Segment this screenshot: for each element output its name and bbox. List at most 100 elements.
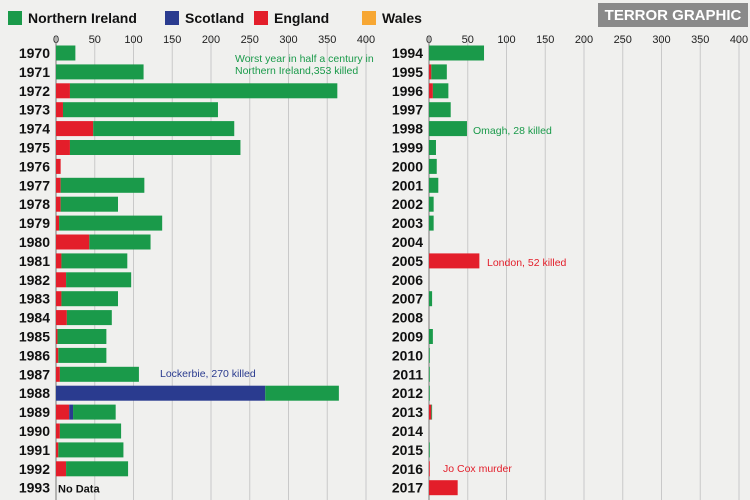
year-label: 1993 xyxy=(19,480,50,496)
x-tick-label: 100 xyxy=(497,34,515,46)
bar-1972-northern-ireland xyxy=(69,83,338,99)
year-label: 2009 xyxy=(392,329,423,345)
year-label: 1997 xyxy=(392,102,423,118)
x-tick-label: 250 xyxy=(241,34,259,46)
bar-1981-northern-ireland xyxy=(61,253,128,269)
year-label: 1974 xyxy=(19,121,50,137)
bar-1977-northern-ireland xyxy=(60,177,145,193)
legend-swatch-northern-ireland xyxy=(8,11,22,25)
year-label: 1986 xyxy=(19,347,50,363)
year-label: 1973 xyxy=(19,102,50,118)
year-label: 1992 xyxy=(19,461,50,477)
x-tick-label: 300 xyxy=(652,34,670,46)
bar-2011-northern-ireland xyxy=(429,366,430,382)
bar-1995-northern-ireland xyxy=(431,64,447,80)
bar-1990-england xyxy=(56,423,60,439)
year-label: 1975 xyxy=(19,140,50,156)
year-label: 1971 xyxy=(19,64,50,80)
legend-swatch-wales xyxy=(362,11,376,25)
year-label: 2006 xyxy=(392,272,423,288)
year-label: 2010 xyxy=(392,347,423,363)
bar-1983-england xyxy=(56,291,62,307)
bar-1988-scotland xyxy=(56,385,266,401)
year-label: 2017 xyxy=(392,480,423,496)
bar-1990-northern-ireland xyxy=(59,423,122,439)
bar-2012-northern-ireland xyxy=(429,385,430,401)
year-label: 2007 xyxy=(392,291,423,307)
legend-label-northern-ireland: Northern Ireland xyxy=(28,10,137,26)
bar-1980-northern-ireland xyxy=(89,234,151,250)
year-label: 1979 xyxy=(19,215,50,231)
bar-1981-england xyxy=(56,253,62,269)
x-tick-label: 350 xyxy=(691,34,709,46)
year-label: 1989 xyxy=(19,404,50,420)
bar-1986-england xyxy=(56,347,59,363)
x-tick-label: 400 xyxy=(730,34,748,46)
bar-1976-england xyxy=(56,158,61,174)
bar-2000-northern-ireland xyxy=(429,158,437,174)
year-label: 2000 xyxy=(392,158,423,174)
bar-1987-northern-ireland xyxy=(59,366,139,382)
bar-1971-northern-ireland xyxy=(56,64,144,80)
bar-1997-northern-ireland xyxy=(429,102,451,118)
legend-swatch-scotland xyxy=(165,11,179,25)
bar-1992-northern-ireland xyxy=(66,461,129,477)
year-label: 1991 xyxy=(19,442,50,458)
year-label: 1982 xyxy=(19,272,50,288)
year-label: 1998 xyxy=(392,121,423,137)
year-label: 2011 xyxy=(393,366,424,382)
legend: Northern Ireland Scotland England Wales xyxy=(8,10,422,26)
bar-2001-northern-ireland xyxy=(429,177,439,193)
bar-2003-northern-ireland xyxy=(429,215,434,231)
bar-1978-england xyxy=(56,196,61,212)
annotation-text: Lockerbie, 270 killed xyxy=(160,368,256,380)
year-label: 2008 xyxy=(392,310,423,326)
bar-1994-northern-ireland xyxy=(429,45,485,61)
year-label: 1980 xyxy=(19,234,50,250)
x-tick-label: 50 xyxy=(462,34,474,46)
bar-1985-northern-ireland xyxy=(57,329,107,344)
bar-1986-northern-ireland xyxy=(58,347,107,363)
bar-2010-northern-ireland xyxy=(429,347,430,363)
terror-graphic-badge: TERROR GRAPHIC xyxy=(598,3,748,27)
year-label: 1985 xyxy=(19,329,50,345)
year-label: 2014 xyxy=(392,423,423,439)
bar-1984-northern-ireland xyxy=(66,310,112,326)
bar-1992-england xyxy=(56,461,67,477)
bar-1984-england xyxy=(56,310,67,326)
year-label: 2012 xyxy=(392,385,423,401)
bar-2007-northern-ireland xyxy=(429,291,433,307)
year-label: 1999 xyxy=(392,140,423,156)
x-tick-label: 150 xyxy=(536,34,554,46)
bar-1995-england xyxy=(429,64,432,80)
bar-1977-england xyxy=(56,177,61,193)
bar-1999-northern-ireland xyxy=(429,140,436,155)
x-tick-label: 200 xyxy=(575,34,593,46)
bar-1979-england xyxy=(56,215,60,231)
bar-1973-england xyxy=(56,102,63,118)
year-label: 1977 xyxy=(19,177,50,193)
legend-label-wales: Wales xyxy=(382,10,422,26)
panel-left: 0501001502002503003504001970197119721973… xyxy=(19,34,375,500)
year-label: 1976 xyxy=(19,158,50,174)
badge-background xyxy=(598,3,748,27)
bar-1988-northern-ireland xyxy=(265,385,339,401)
annotation-text: Jo Cox murder xyxy=(443,463,512,475)
x-tick-label: 50 xyxy=(89,34,101,46)
bar-1974-northern-ireland xyxy=(93,121,235,137)
x-tick-label: 250 xyxy=(614,34,632,46)
no-data-label: No Data xyxy=(58,484,100,496)
bar-1985-england xyxy=(56,329,58,344)
bar-2013-northern-ireland xyxy=(431,404,433,420)
year-label: 2016 xyxy=(392,461,423,477)
year-label: 1970 xyxy=(19,45,50,61)
year-label: 1978 xyxy=(19,196,50,212)
bar-1978-northern-ireland xyxy=(60,196,118,212)
legend-label-scotland: Scotland xyxy=(185,10,244,26)
bar-1972-england xyxy=(56,83,70,99)
year-label: 1996 xyxy=(392,83,423,99)
bar-1987-england xyxy=(56,366,60,382)
year-label: 2004 xyxy=(392,234,423,250)
bar-2016-england xyxy=(429,461,430,477)
year-label: 2002 xyxy=(392,196,423,212)
